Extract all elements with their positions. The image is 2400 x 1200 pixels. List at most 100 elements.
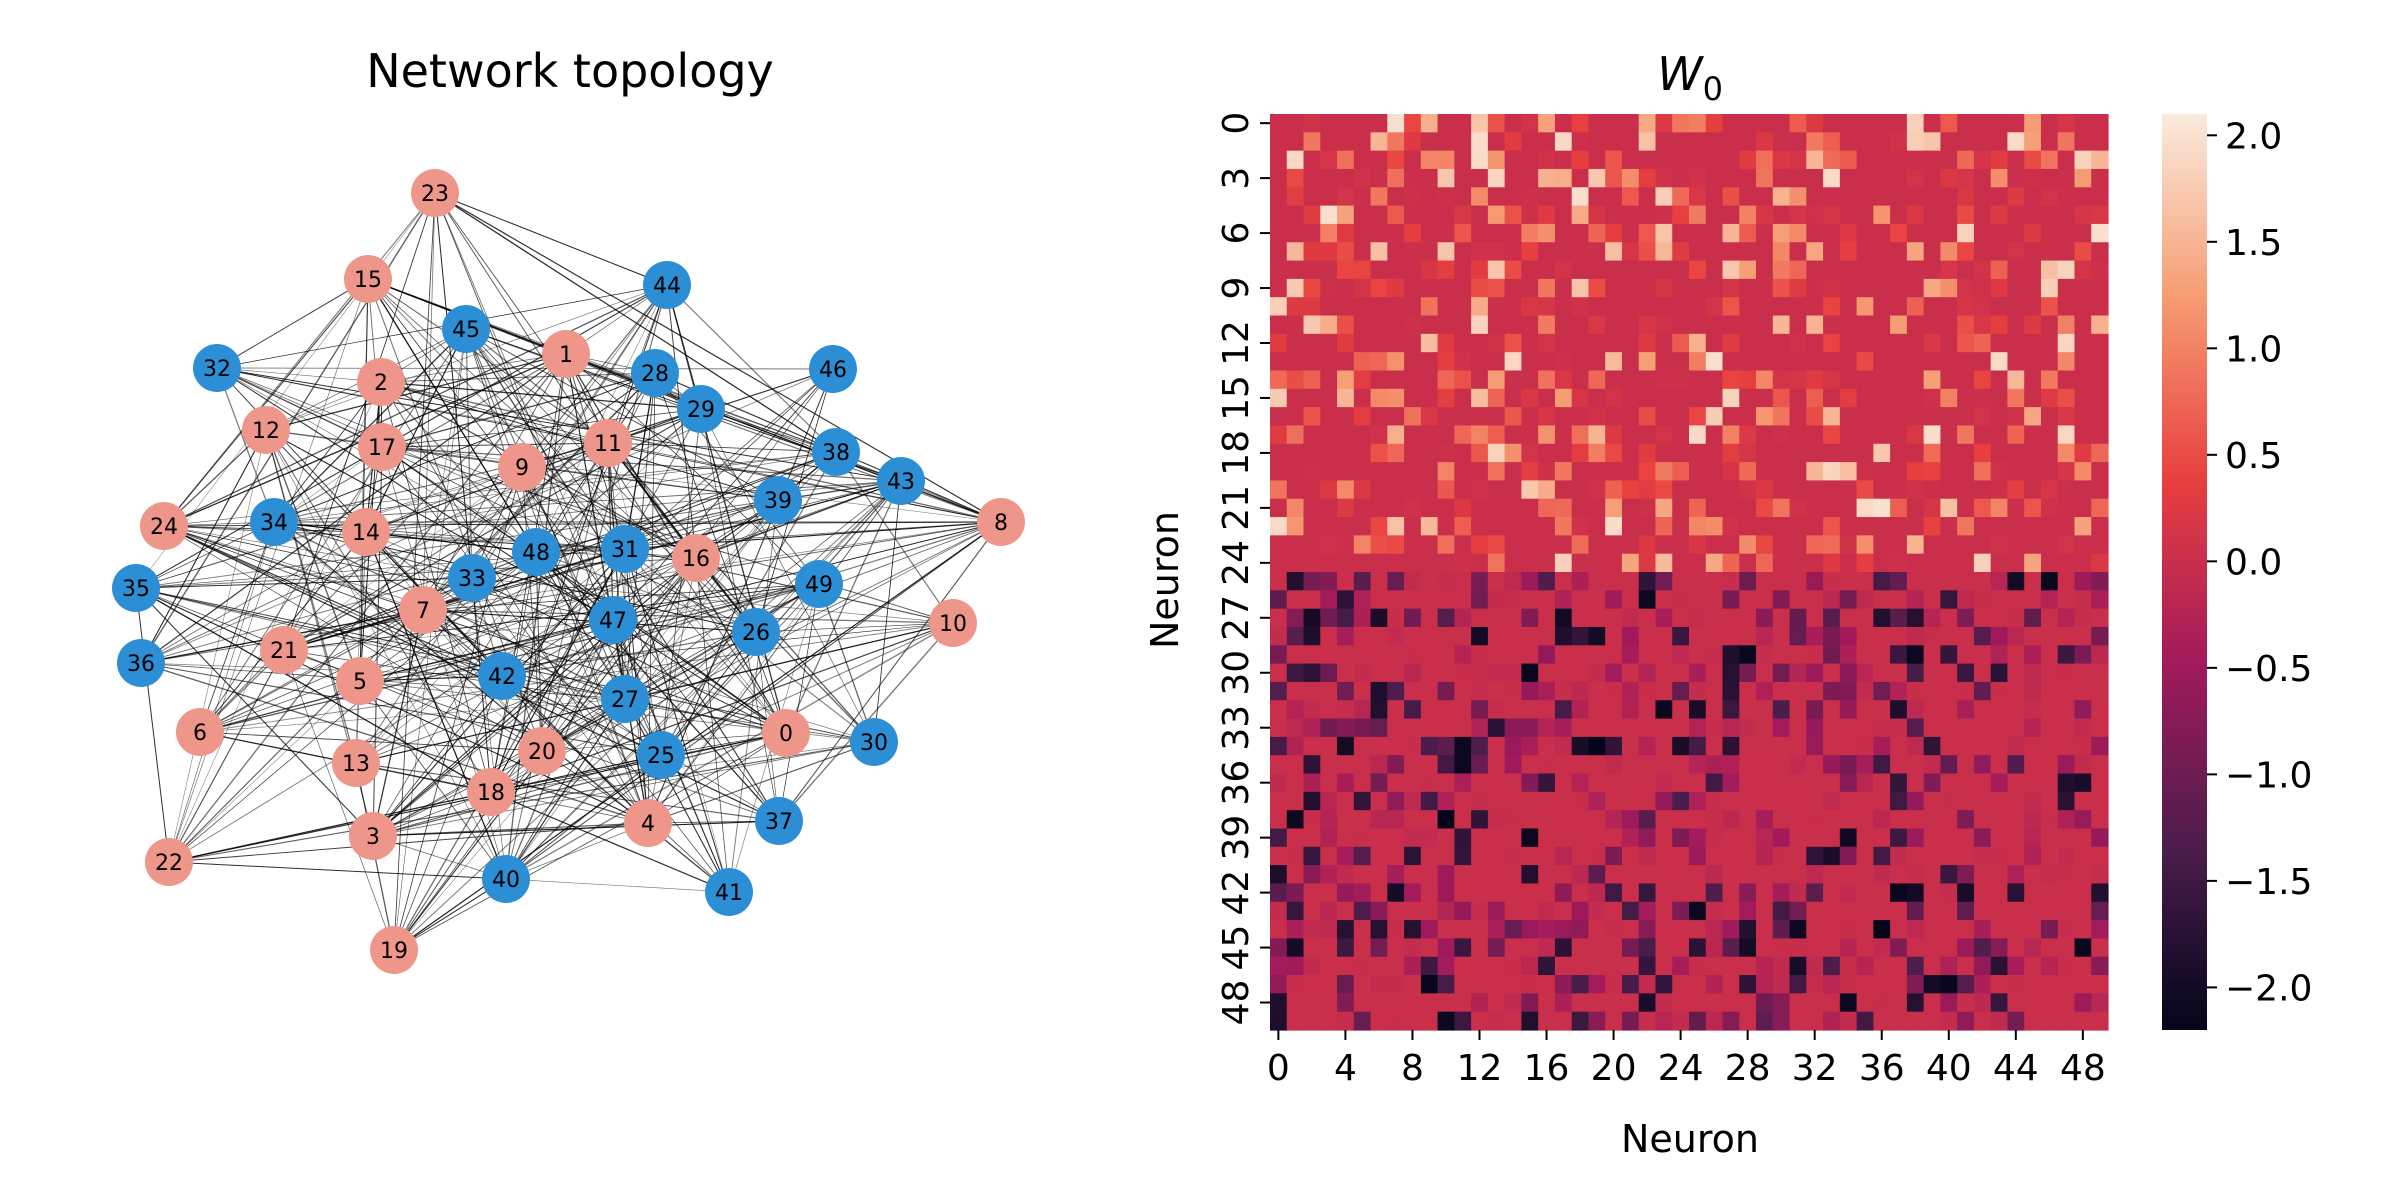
heatmap-cell xyxy=(1705,352,1724,372)
heatmap-cell xyxy=(1404,883,1422,903)
heatmap-cell xyxy=(1286,388,1305,408)
network-edge xyxy=(372,754,662,837)
heatmap-cell xyxy=(1957,608,1975,628)
heatmap-cell xyxy=(1303,425,1321,445)
heatmap-cell xyxy=(2074,865,2092,885)
network-edge xyxy=(372,609,424,837)
heatmap-cell xyxy=(1370,681,1388,701)
heatmap-cell xyxy=(1756,223,1774,243)
heatmap-cell xyxy=(1521,223,1539,243)
heatmap-cell xyxy=(1906,736,1925,756)
network-node-label: 9 xyxy=(515,456,529,481)
heatmap-cell xyxy=(1890,517,1908,536)
heatmap-cell xyxy=(1538,553,1556,573)
heatmap-cell xyxy=(1722,297,1740,317)
network-node: 22 xyxy=(145,838,193,886)
heatmap-cell xyxy=(1856,205,1874,225)
heatmap-cell xyxy=(1638,645,1657,665)
heatmap-cell xyxy=(1705,370,1724,390)
heatmap-cell xyxy=(1487,114,1506,133)
heatmap-cell xyxy=(1990,315,2009,335)
heatmap-cell xyxy=(1303,590,1321,610)
heatmap-cell xyxy=(1705,938,1724,958)
heatmap-cell xyxy=(1286,791,1305,811)
heatmap-cell xyxy=(1286,736,1305,756)
network-edge xyxy=(216,367,626,550)
heatmap-cell xyxy=(1672,572,1690,591)
heatmap-cell xyxy=(1353,901,1372,921)
heatmap-cell xyxy=(1487,370,1506,390)
heatmap-cell xyxy=(1772,572,1791,591)
heatmap-cell xyxy=(1823,388,1841,408)
heatmap-cell xyxy=(1806,132,1824,152)
network-edge xyxy=(199,609,424,733)
network-edge xyxy=(359,583,820,682)
heatmap-cell xyxy=(2040,480,2059,500)
heatmap-cell xyxy=(2057,773,2076,793)
heatmap-cell xyxy=(1789,828,1807,848)
heatmap-cell xyxy=(1940,370,1958,390)
heatmap-cell xyxy=(1471,187,1489,207)
heatmap-cell xyxy=(1655,205,1673,225)
heatmap-cell xyxy=(1940,736,1958,756)
heatmap-cell xyxy=(1420,260,1439,280)
heatmap-cell xyxy=(1588,553,1606,573)
network-node: 2 xyxy=(357,358,405,406)
heatmap-cell xyxy=(1839,590,1858,610)
heatmap-cell xyxy=(1772,993,1791,1013)
heatmap-cell xyxy=(1655,462,1673,481)
heatmap-cell xyxy=(1940,517,1958,536)
heatmap-cell xyxy=(1487,736,1506,756)
heatmap-cell xyxy=(1487,462,1506,481)
heatmap-cell xyxy=(1303,572,1321,591)
network-node-label: 1 xyxy=(559,343,573,368)
heatmap-cell xyxy=(1420,480,1439,500)
heatmap-cell xyxy=(1890,150,1908,170)
heatmap-y-tick-label: 39 xyxy=(1216,815,1257,861)
heatmap-cell xyxy=(1923,700,1941,720)
heatmap-cell xyxy=(1722,645,1740,665)
heatmap-cell xyxy=(1839,608,1858,628)
heatmap-cell xyxy=(1655,773,1673,793)
heatmap-cell xyxy=(1487,315,1506,335)
heatmap-cell xyxy=(2007,901,2025,921)
heatmap-cell xyxy=(1320,681,1338,701)
heatmap-cell xyxy=(1404,242,1422,262)
heatmap-cell xyxy=(1923,517,1941,536)
heatmap-cell xyxy=(1906,425,1925,445)
heatmap-cell xyxy=(1370,846,1388,866)
heatmap-cell xyxy=(1471,608,1489,628)
heatmap-cell xyxy=(2040,956,2059,976)
heatmap-cell xyxy=(1471,205,1489,225)
heatmap-cell xyxy=(1655,150,1673,170)
heatmap-cell xyxy=(1672,443,1690,463)
heatmap-cell xyxy=(1756,572,1774,591)
heatmap-cell xyxy=(1957,223,1975,243)
heatmap-cell xyxy=(1856,407,1874,427)
heatmap-cell xyxy=(1940,443,1958,463)
heatmap-cell xyxy=(1806,260,1824,280)
heatmap-cell xyxy=(1487,352,1506,372)
heatmap-cell xyxy=(1823,425,1841,445)
network-node-label: 10 xyxy=(939,612,967,637)
network-edge xyxy=(163,284,668,527)
heatmap-cell xyxy=(1521,370,1539,390)
heatmap-cell xyxy=(1487,755,1506,775)
heatmap-cell xyxy=(1772,498,1791,518)
heatmap-cell xyxy=(2057,480,2076,500)
heatmap-cell xyxy=(1621,810,1640,830)
heatmap-cell xyxy=(1655,370,1673,390)
heatmap-cell xyxy=(1638,352,1657,372)
heatmap-cell xyxy=(1538,975,1556,994)
heatmap-cell xyxy=(1504,498,1522,518)
heatmap-cell xyxy=(1739,626,1757,646)
heatmap-cell xyxy=(2074,315,2092,335)
heatmap-cell xyxy=(2024,223,2042,243)
heatmap-cell xyxy=(2074,535,2092,555)
heatmap-cell xyxy=(1571,975,1590,994)
heatmap-cell xyxy=(1923,205,1941,225)
heatmap-cell xyxy=(1739,352,1757,372)
heatmap-cell xyxy=(1940,1011,1958,1031)
heatmap-cell xyxy=(1487,938,1506,958)
